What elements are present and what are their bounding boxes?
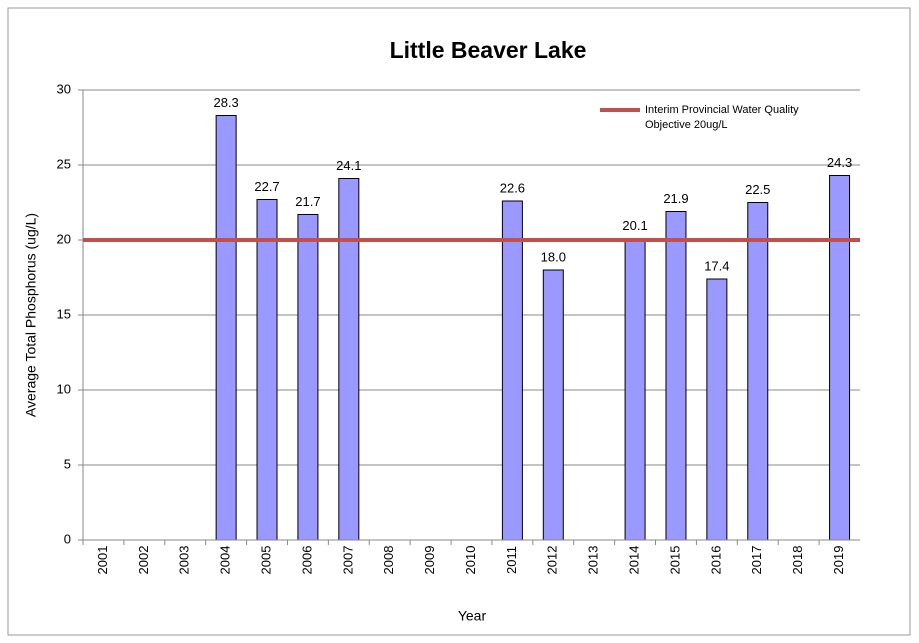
legend-label: Objective 20ug/L [645, 119, 728, 131]
value-label: 22.5 [745, 182, 770, 197]
chart-frame [7, 7, 911, 636]
chart-title: Little Beaver Lake [390, 37, 587, 63]
x-tick-label: 2017 [749, 546, 764, 575]
x-tick-label: 2015 [667, 546, 682, 575]
value-label: 18.0 [541, 249, 566, 264]
y-tick-label: 20 [57, 231, 71, 246]
y-axis-title: Average Total Phosphorus (ug/L) [23, 213, 39, 417]
value-label: 24.3 [827, 155, 852, 170]
x-tick-label: 2008 [381, 546, 396, 575]
y-tick-label: 30 [57, 81, 71, 96]
x-tick-label: 2005 [258, 546, 273, 575]
value-label: 20.1 [622, 218, 647, 233]
value-label: 22.6 [500, 180, 525, 195]
value-label: 24.1 [336, 158, 361, 173]
x-tick-label: 2012 [545, 546, 560, 575]
value-label: 22.7 [254, 179, 279, 194]
x-axis-title: Year [458, 608, 487, 624]
x-tick-label: 2019 [831, 546, 846, 575]
x-tick-label: 2002 [136, 546, 151, 575]
x-tick-label: 2010 [463, 546, 478, 575]
value-label: 21.9 [663, 191, 688, 206]
x-tick-label: 2014 [627, 546, 642, 575]
x-tick-label: 2016 [708, 546, 723, 575]
bar [706, 278, 728, 541]
bar [501, 200, 523, 541]
x-tick-label: 2018 [790, 546, 805, 575]
bar [665, 211, 687, 541]
bar [829, 175, 851, 541]
value-label: 21.7 [295, 194, 320, 209]
bar [215, 115, 237, 541]
x-tick-label: 2009 [422, 546, 437, 575]
bar [624, 238, 646, 541]
value-label: 28.3 [213, 95, 238, 110]
y-tick-label: 10 [57, 381, 71, 396]
y-tick-label: 0 [64, 531, 71, 546]
y-tick-label: 25 [57, 156, 71, 171]
bar [338, 178, 360, 541]
value-label: 17.4 [704, 258, 729, 273]
bar [542, 269, 564, 541]
bar [747, 202, 769, 541]
x-tick-label: 2007 [340, 546, 355, 575]
x-tick-label: 2003 [177, 546, 192, 575]
bar [256, 199, 278, 541]
legend-label: Interim Provincial Water Quality [645, 104, 799, 116]
x-tick-label: 2006 [299, 546, 314, 575]
x-tick-label: 2011 [504, 546, 519, 574]
y-tick-label: 15 [57, 306, 71, 321]
x-tick-label: 2004 [218, 546, 233, 575]
y-tick-label: 5 [64, 456, 71, 471]
bar [297, 214, 319, 541]
x-tick-label: 2013 [586, 546, 601, 575]
x-tick-label: 2001 [95, 546, 110, 575]
